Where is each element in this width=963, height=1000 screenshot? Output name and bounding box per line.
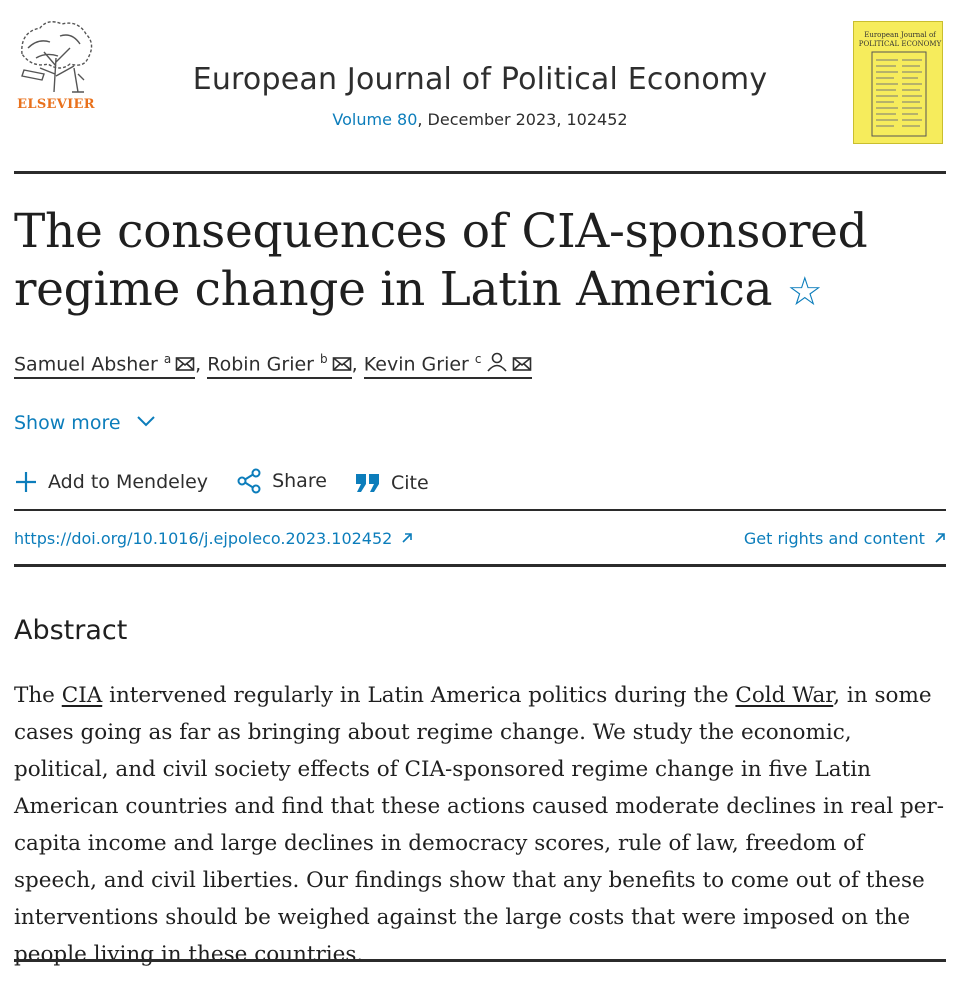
doi-text: https://doi.org/10.1016/j.ejpoleco.2023.…	[14, 529, 393, 548]
header-divider	[14, 171, 946, 174]
get-rights-link[interactable]: Get rights and content	[744, 529, 946, 548]
author-link-rgrier[interactable]: Robin Grier b	[207, 352, 352, 380]
issue-info: Volume 80, December 2023, 102452	[14, 110, 946, 129]
author-list: Samuel Absher a, Robin Grier b, Kevin Gr…	[14, 352, 532, 380]
journal-title[interactable]: European Journal of Political Economy	[192, 62, 768, 97]
cold-war-link[interactable]: Cold War	[735, 683, 834, 708]
cite-label: Cite	[390, 472, 429, 494]
author-name: Robin Grier	[207, 353, 314, 376]
author-name: Kevin Grier	[363, 353, 469, 376]
article-title: The consequences of CIA-sponsored regime…	[14, 203, 946, 321]
author-name: Samuel Absher	[14, 353, 158, 376]
abstract-segment: , in some cases going as far as bringing…	[14, 683, 945, 967]
rights-text: Get rights and content	[743, 529, 925, 548]
share-button[interactable]: Share	[236, 468, 327, 494]
article-title-text: The consequences of CIA-sponsored regime…	[14, 204, 868, 317]
add-to-mendeley-button[interactable]: Add to Mendeley	[14, 470, 208, 494]
svg-text:European Journal of: European Journal of	[864, 31, 937, 39]
affiliation-marker: a	[163, 352, 172, 366]
affiliation-marker: b	[320, 352, 328, 366]
email-icon	[332, 357, 351, 372]
actions-divider	[14, 509, 946, 511]
issue-details: , December 2023, 102452	[417, 110, 628, 129]
author-link-absher[interactable]: Samuel Absher a	[14, 352, 196, 380]
abstract-heading: Abstract	[14, 615, 128, 646]
author-link-kgrier[interactable]: Kevin Grier c	[363, 352, 532, 380]
abstract-segment: The	[14, 683, 62, 708]
abstract-segment: intervened regularly in Latin America po…	[102, 683, 736, 708]
article-actions: Add to Mendeley Share Cite	[14, 468, 451, 499]
journal-cover-thumbnail[interactable]: European Journal of POLITICAL ECONOMY	[853, 21, 943, 144]
show-more-label: Show more	[14, 412, 121, 434]
elsevier-logo[interactable]: ELSEVIER	[14, 18, 98, 114]
external-link-icon	[402, 533, 413, 543]
star-icon[interactable]: ☆	[786, 269, 823, 315]
email-icon	[175, 357, 195, 372]
cite-button[interactable]: Cite	[355, 472, 429, 494]
abstract-divider	[14, 959, 946, 962]
cover-image: European Journal of POLITICAL ECONOMY	[859, 31, 942, 137]
quote-icon	[355, 474, 379, 492]
journal-header: ELSEVIER European Journal of Political E…	[14, 18, 946, 148]
share-label: Share	[272, 470, 327, 492]
affiliation-marker: c	[474, 352, 482, 366]
doi-divider	[14, 564, 946, 567]
plus-icon	[16, 472, 36, 492]
show-more-button[interactable]: Show more	[14, 412, 157, 434]
svg-text:POLITICAL ECONOMY: POLITICAL ECONOMY	[859, 40, 942, 48]
doi-link[interactable]: https://doi.org/10.1016/j.ejpoleco.2023.…	[14, 529, 413, 548]
chevron-down-icon	[136, 416, 155, 427]
person-icon	[486, 353, 507, 372]
external-link-icon	[935, 533, 945, 543]
email-icon	[512, 357, 531, 372]
mendeley-label: Add to Mendeley	[48, 471, 209, 493]
share-icon	[237, 468, 261, 494]
cia-link[interactable]: CIA	[61, 683, 103, 708]
volume-link[interactable]: Volume 80	[332, 110, 418, 129]
tree-icon	[21, 21, 93, 93]
abstract-text: The CIA intervened regularly in Latin Am…	[14, 677, 949, 973]
elsevier-wordmark: ELSEVIER	[17, 97, 95, 112]
